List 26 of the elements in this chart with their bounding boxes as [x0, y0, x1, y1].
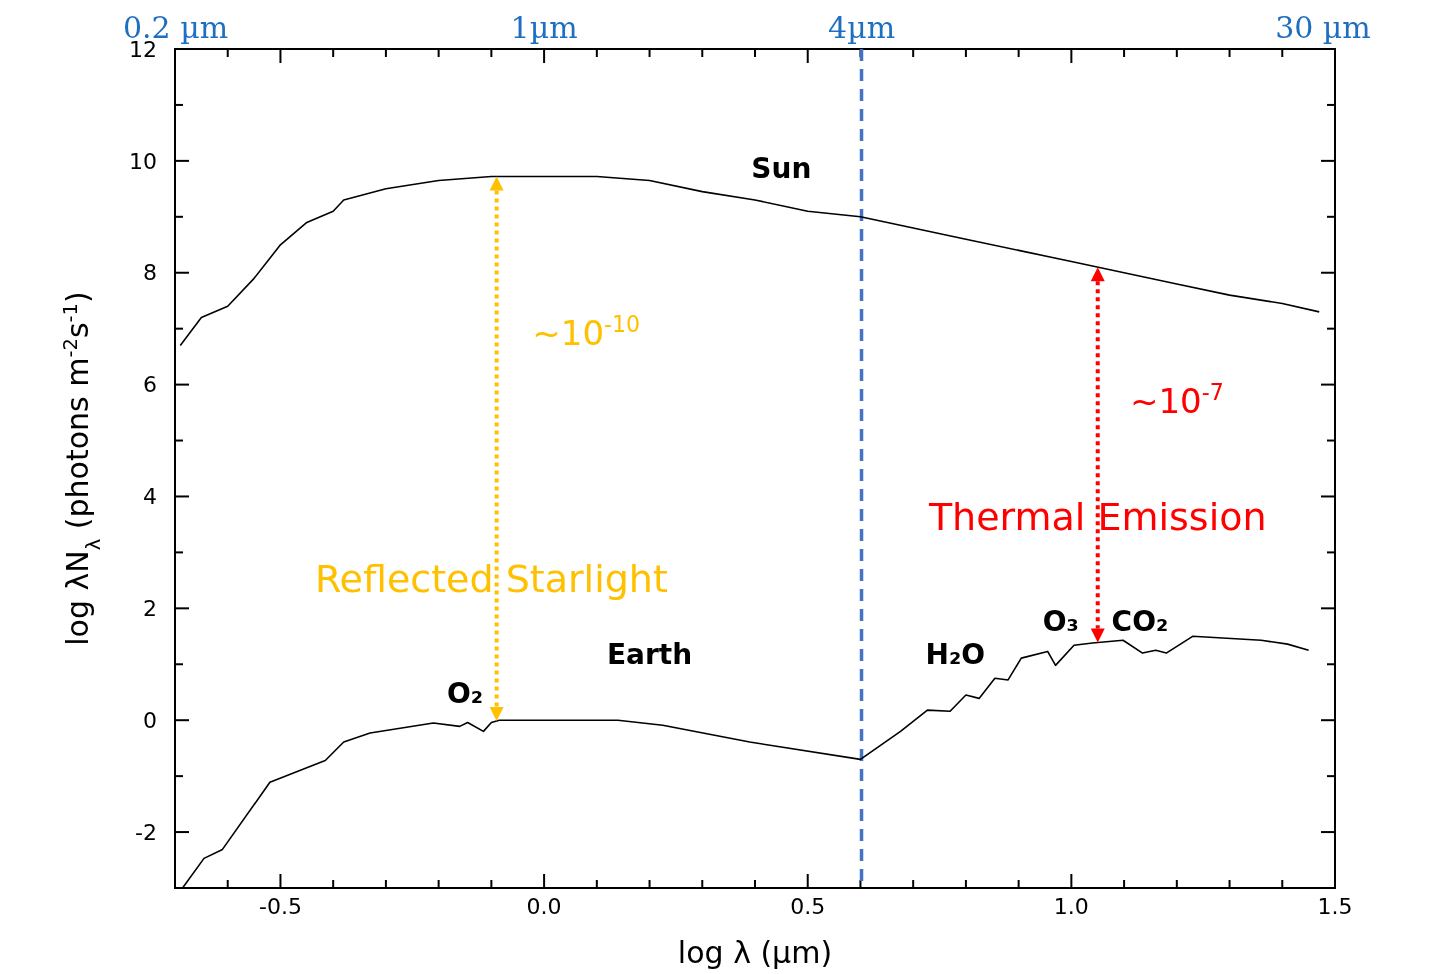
x-tick-label: 1.5: [1317, 894, 1353, 919]
annotation: Sun: [751, 151, 812, 185]
y-tick-label: 0: [143, 707, 157, 733]
annotation: O₃: [1042, 604, 1079, 638]
y-tick-label: 10: [129, 148, 157, 174]
y-tick-label: 2: [143, 596, 157, 622]
annotation: ~10$^{-10}$: [532, 311, 641, 354]
annotation: O₂: [446, 677, 484, 711]
x-axis-title: log λ (µm): [677, 935, 833, 970]
y-tick-label: 4: [143, 484, 157, 510]
y-tick-label: 8: [143, 260, 157, 286]
x2-tick-label: 30 µm: [1275, 10, 1371, 45]
x-tick-label: -0.5: [258, 894, 302, 919]
annotation: Earth: [606, 638, 693, 672]
x-tick-label: 0.0: [526, 894, 562, 919]
y-tick-label: -2: [135, 819, 157, 845]
x-tick-label: 1.0: [1053, 894, 1089, 919]
annotation: Reflected Starlight: [314, 556, 668, 601]
x2-tick-label: 1µm: [510, 10, 578, 45]
annotation: CO₂: [1111, 604, 1169, 638]
y-tick-label: 6: [143, 372, 157, 398]
annotation: Thermal Emission: [927, 495, 1267, 540]
x-tick-label: 0.5: [790, 894, 826, 919]
annotation: H₂O: [925, 638, 986, 672]
x2-tick-label: 4µm: [828, 10, 896, 45]
annotation: ~10$^{-7}$: [1129, 378, 1224, 421]
